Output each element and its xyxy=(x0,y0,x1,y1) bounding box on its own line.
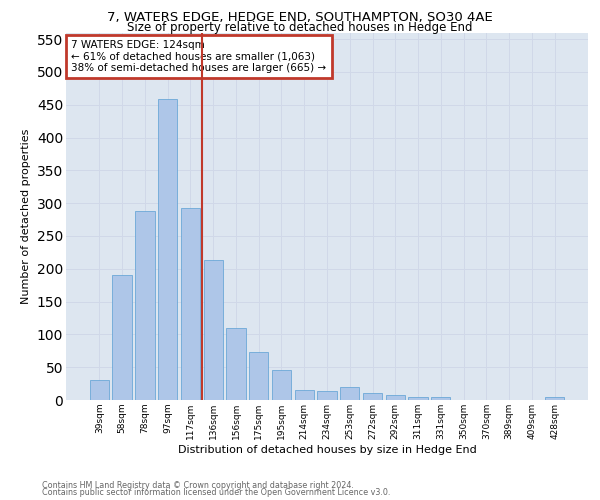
Bar xyxy=(90,380,109,400)
Text: 7 WATERS EDGE: 124sqm
← 61% of detached houses are smaller (1,063)
38% of semi-d: 7 WATERS EDGE: 124sqm ← 61% of detached … xyxy=(71,40,326,73)
Bar xyxy=(226,328,245,400)
Bar xyxy=(135,211,155,400)
Bar xyxy=(409,396,428,400)
Bar xyxy=(386,395,405,400)
Bar xyxy=(203,260,223,400)
Y-axis label: Number of detached properties: Number of detached properties xyxy=(21,128,31,304)
X-axis label: Distribution of detached houses by size in Hedge End: Distribution of detached houses by size … xyxy=(178,444,476,454)
Bar xyxy=(272,370,291,400)
Bar xyxy=(295,390,314,400)
Text: 7, WATERS EDGE, HEDGE END, SOUTHAMPTON, SO30 4AE: 7, WATERS EDGE, HEDGE END, SOUTHAMPTON, … xyxy=(107,11,493,24)
Bar xyxy=(181,208,200,400)
Text: Size of property relative to detached houses in Hedge End: Size of property relative to detached ho… xyxy=(127,21,473,34)
Bar xyxy=(158,100,178,400)
Bar xyxy=(112,276,132,400)
Bar xyxy=(317,392,337,400)
Text: Contains HM Land Registry data © Crown copyright and database right 2024.: Contains HM Land Registry data © Crown c… xyxy=(42,481,354,490)
Text: Contains public sector information licensed under the Open Government Licence v3: Contains public sector information licen… xyxy=(42,488,391,497)
Bar xyxy=(431,396,451,400)
Bar xyxy=(249,352,268,400)
Bar xyxy=(545,396,564,400)
Bar xyxy=(363,394,382,400)
Bar xyxy=(340,387,359,400)
